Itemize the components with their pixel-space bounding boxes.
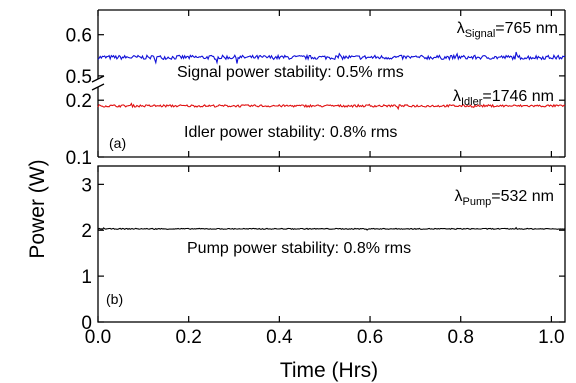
y-tick-label: 0 [81, 313, 92, 334]
x-tick-label: 0.0 [85, 327, 111, 348]
axis-break-mark [91, 83, 105, 91]
signal-series-line [97, 51, 566, 65]
panel-b-frame [97, 165, 566, 323]
y-tick-label: 0.6 [66, 26, 92, 47]
idler-series-line [97, 102, 566, 111]
x-tick-label: 0.8 [448, 327, 474, 348]
panel-b-label: (b) [106, 291, 123, 307]
pump-stability-label: Pump power stability: 0.8% rms [187, 240, 411, 257]
x-tick-label: 0.2 [175, 327, 201, 348]
panel-b-plot: 0 1 2 3 0.0 0.2 0.4 0.6 0.8 1.0 λPump=532 nm Pump p… [81, 165, 566, 348]
x-tick-label: 1.0 [538, 327, 564, 348]
y-tick-label: 1 [81, 267, 92, 288]
x-tick-label: 0.6 [357, 327, 383, 348]
panel-a-label: (a) [109, 135, 126, 151]
panel-a-plot: 0.5 0.6 0.1 0.2 λSignal=765 nm Signal power s… [66, 9, 566, 169]
x-tick-label: 0.4 [266, 327, 293, 348]
idler-stability-label: Idler power stability: 0.8% rms [184, 124, 397, 141]
pump-wavelength-label: λPump=532 nm [455, 188, 554, 208]
axis-break-mark [91, 75, 105, 83]
y-tick-label: 3 [81, 175, 92, 196]
pump-series-line [97, 226, 566, 231]
idler-wavelength-label: λIdler=1746 nm [453, 88, 554, 108]
y-tick-label: 0.2 [66, 91, 92, 112]
y-tick-label: 0.1 [66, 148, 92, 169]
signal-stability-label: Signal power stability: 0.5% rms [177, 64, 404, 81]
signal-wavelength-label: λSignal=765 nm [457, 20, 558, 40]
y-tick-label: 0.5 [66, 67, 92, 88]
x-axis-label: Time (Hrs) [280, 359, 378, 382]
y-axis-label: Power (W) [26, 159, 49, 258]
chart-labels: Power (W) Time (Hrs) [26, 159, 378, 382]
y-tick-label: 2 [81, 221, 92, 242]
